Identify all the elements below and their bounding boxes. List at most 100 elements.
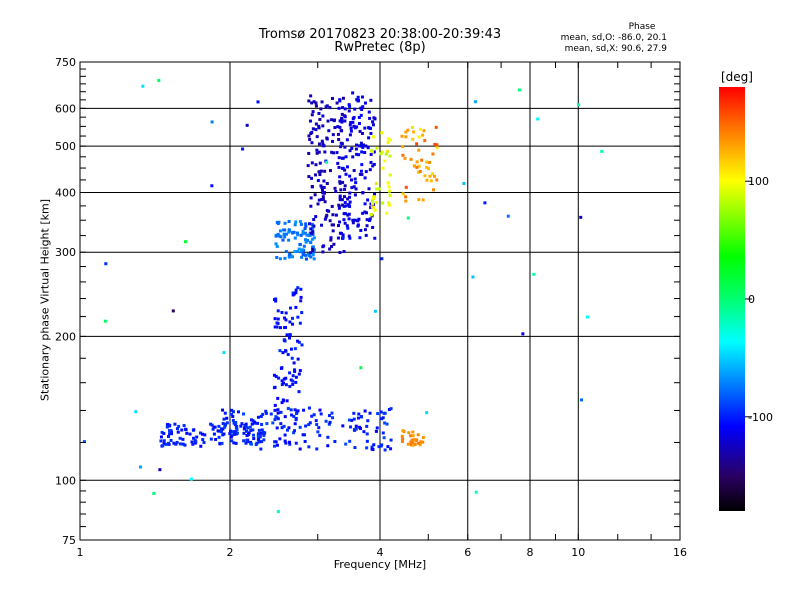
data-point — [580, 398, 584, 402]
data-points — [82, 79, 604, 514]
data-point — [178, 436, 182, 440]
data-point — [298, 447, 302, 451]
data-point — [158, 468, 162, 472]
data-point — [363, 176, 367, 180]
data-point — [262, 430, 266, 434]
data-point — [311, 127, 315, 131]
data-point — [195, 435, 199, 439]
data-point — [259, 431, 263, 435]
data-point — [235, 431, 239, 435]
data-point — [336, 161, 340, 165]
data-point — [344, 442, 348, 446]
data-point — [348, 236, 352, 240]
data-point — [232, 441, 236, 445]
data-point — [209, 422, 213, 426]
data-point — [304, 238, 308, 242]
data-point — [312, 236, 316, 240]
data-point — [303, 439, 307, 443]
data-point — [309, 251, 313, 255]
data-point — [249, 429, 253, 433]
chart-title: Tromsø 20170823 20:38:00-20:39:43 — [258, 27, 502, 42]
data-point — [310, 184, 314, 188]
data-point — [348, 133, 352, 137]
data-point — [299, 233, 303, 237]
data-point — [317, 126, 321, 130]
data-point — [388, 154, 392, 158]
data-point — [374, 201, 378, 205]
data-point — [321, 197, 325, 201]
data-point — [310, 101, 314, 105]
data-point — [305, 233, 309, 237]
data-point — [287, 440, 291, 444]
data-point — [303, 227, 307, 231]
data-point — [379, 410, 383, 414]
data-point — [321, 142, 325, 146]
data-point — [276, 408, 280, 412]
data-point — [358, 172, 362, 176]
data-point — [183, 240, 187, 244]
data-point — [166, 434, 170, 438]
data-point — [349, 425, 353, 429]
data-point — [321, 195, 325, 199]
data-point — [342, 204, 346, 208]
data-point — [425, 411, 429, 415]
data-point — [401, 439, 405, 443]
data-point — [254, 443, 258, 447]
data-point — [236, 410, 240, 414]
data-point — [328, 219, 332, 223]
data-point — [210, 184, 214, 188]
data-point — [376, 412, 380, 416]
data-point — [289, 306, 293, 310]
data-point — [375, 426, 379, 430]
data-point — [412, 130, 416, 134]
data-point — [521, 332, 525, 336]
data-point — [245, 429, 249, 433]
data-point — [139, 465, 143, 469]
data-point — [415, 165, 419, 169]
data-point — [357, 144, 361, 148]
data-point — [269, 412, 273, 416]
data-point — [210, 120, 214, 124]
data-point — [252, 437, 256, 441]
data-point — [352, 428, 356, 432]
data-point — [230, 412, 234, 416]
data-point — [435, 178, 439, 182]
data-point — [310, 176, 314, 180]
data-point — [380, 150, 384, 154]
data-point — [262, 438, 266, 442]
data-point — [191, 442, 195, 446]
data-point — [311, 245, 315, 249]
data-point — [303, 231, 307, 235]
data-point — [294, 441, 298, 445]
data-point — [310, 113, 314, 117]
data-point — [298, 220, 302, 224]
data-point — [298, 243, 302, 247]
data-point — [383, 421, 387, 425]
data-point — [290, 356, 294, 360]
data-point — [173, 422, 177, 426]
data-point — [368, 116, 372, 120]
data-point — [273, 440, 277, 444]
data-point — [411, 441, 415, 445]
data-point — [389, 447, 393, 451]
data-point — [310, 161, 314, 165]
data-point — [292, 414, 296, 418]
data-point — [278, 349, 282, 353]
y-tick-label: 600 — [55, 102, 76, 115]
data-point — [600, 149, 604, 153]
data-point — [429, 179, 433, 183]
data-point — [417, 135, 421, 139]
data-point — [321, 124, 325, 128]
data-point — [229, 435, 233, 439]
data-point — [292, 431, 296, 435]
data-point — [308, 119, 312, 123]
data-point — [320, 100, 324, 104]
data-point — [162, 439, 166, 443]
data-point — [320, 197, 324, 201]
data-point — [433, 174, 437, 178]
data-point — [314, 163, 318, 167]
data-point — [344, 155, 348, 159]
data-point — [331, 213, 335, 217]
data-point — [293, 236, 297, 240]
data-point — [417, 441, 421, 445]
